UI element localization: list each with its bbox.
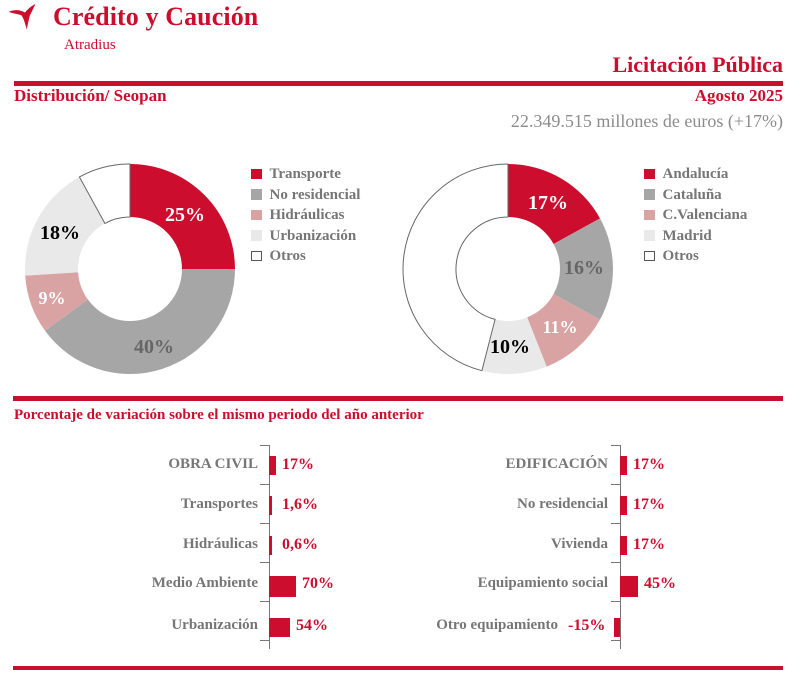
svg-text:10%: 10%	[490, 336, 530, 358]
svg-text:25%: 25%	[165, 204, 205, 226]
svg-text:11%: 11%	[542, 317, 577, 337]
svg-text:17%: 17%	[528, 192, 568, 214]
svg-text:18%: 18%	[40, 222, 80, 244]
svg-text:9%: 9%	[39, 288, 66, 308]
svg-text:16%: 16%	[564, 257, 604, 279]
svg-text:40%: 40%	[134, 336, 174, 358]
